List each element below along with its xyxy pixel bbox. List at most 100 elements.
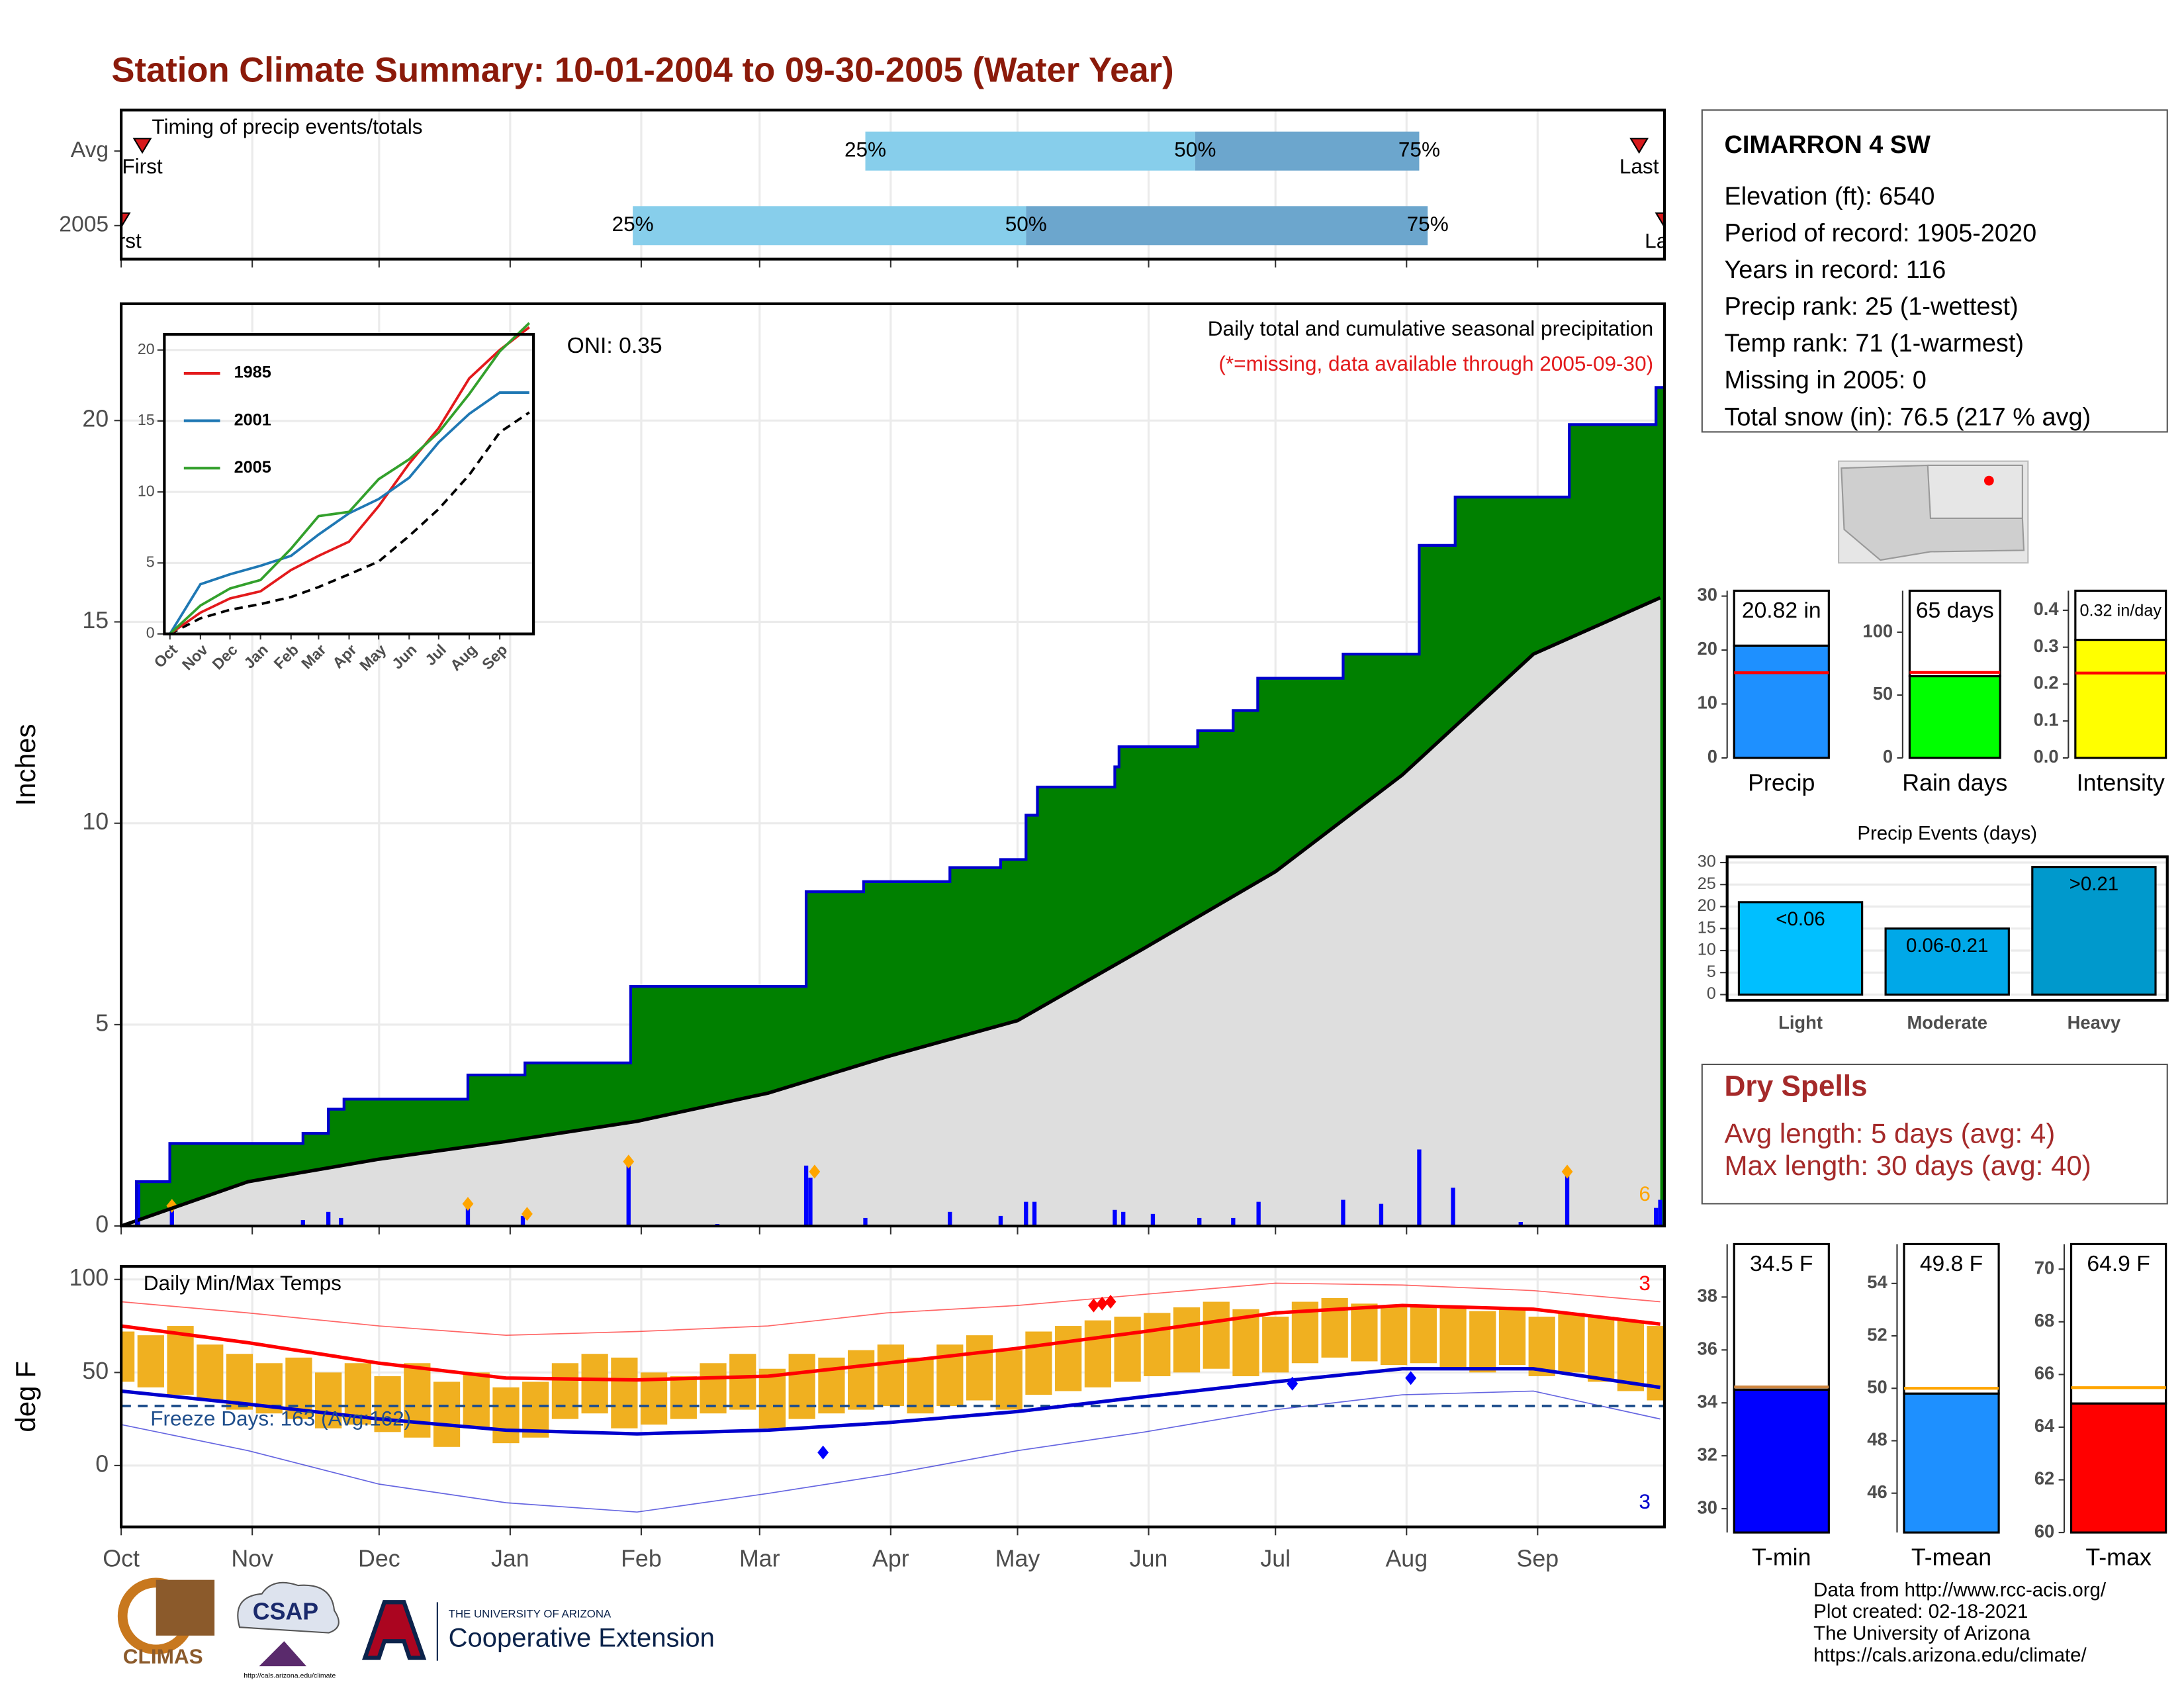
temperature-bar — [611, 1357, 638, 1429]
station-box — [1701, 109, 2168, 433]
record-high-count: 3 — [1639, 1271, 1651, 1295]
y-tick-label: 0.4 — [2034, 598, 2060, 619]
value-box — [1903, 1243, 2000, 1395]
temperature-bar — [433, 1382, 461, 1447]
x-tick-label: Feb — [621, 1546, 662, 1572]
panel-title: Precip Events (days) — [1857, 822, 2037, 844]
end-label: First — [101, 228, 142, 252]
bar — [1903, 1392, 2000, 1534]
map-shape — [1841, 464, 2025, 561]
dry-spells-box — [1701, 1063, 2168, 1205]
y-tick-label: 10 — [82, 808, 109, 835]
temperature-bar — [995, 1350, 1023, 1410]
logo-csap: CSAP — [253, 1599, 318, 1625]
category-label: Rain days — [1902, 769, 2007, 796]
station-name: CIMARRON 4 SW — [1724, 131, 1931, 159]
daily-bar — [339, 1217, 343, 1227]
dry-spells-title: Dry Spells — [1724, 1070, 1867, 1102]
panel-subtitle: Daily total and cumulative seasonal prec… — [1208, 316, 1653, 340]
daily-bar — [1379, 1203, 1384, 1227]
station-lines: Elevation (ft): 6540 Period of record: 19… — [1724, 183, 2091, 431]
temperature-bar — [463, 1372, 490, 1429]
station-line: Precip rank: 25 (1-wettest) — [1724, 293, 2018, 321]
daily-bar — [520, 1215, 525, 1227]
y-tick-label: 0 — [95, 1211, 109, 1238]
panel-title: Timing of precip events/totals — [152, 115, 422, 138]
station-line: Years in record: 116 — [1724, 256, 1946, 284]
daily-bar — [803, 1165, 809, 1227]
y-tick-label: 68 — [2034, 1310, 2054, 1331]
temperature-bar — [670, 1376, 697, 1419]
daily-bar — [1658, 1199, 1662, 1227]
legend-label: 2001 — [234, 410, 271, 429]
y-tick-label: 5 — [146, 553, 155, 571]
daily-bar — [300, 1219, 305, 1227]
value-label: 34.5 F — [1750, 1252, 1813, 1276]
temperature-bar — [1588, 1317, 1615, 1382]
x-tick-label: Oct — [103, 1546, 140, 1572]
y-tick-label: 5 — [1707, 962, 1716, 981]
oni-label: ONI: 0.35 — [567, 334, 662, 358]
freeze-annotation: Freeze Days: 163 (Avg:162) — [150, 1406, 411, 1430]
y-tick-label: 15 — [82, 607, 109, 633]
x-tick-label: Mar — [739, 1546, 780, 1572]
temperature-bar — [121, 1331, 135, 1382]
locator-map — [1838, 460, 2029, 564]
footer-line: https://cals.arizona.edu/climate/ — [1813, 1644, 2087, 1666]
station-location — [1983, 475, 1994, 486]
daily-bar — [1654, 1207, 1659, 1227]
y-tick-label: 10 — [1698, 941, 1716, 959]
footer-line: Data from http://www.rcc-acis.org/ — [1813, 1579, 2107, 1601]
y-tick-label: 10 — [1698, 692, 1717, 713]
y-tick-label: 30 — [1698, 853, 1716, 871]
temperature-bar — [1439, 1307, 1467, 1369]
dry-spell-lines: Avg length: 5 days (avg: 4)Max length: 3… — [1724, 1117, 2091, 1180]
record-max-line — [121, 1282, 1661, 1336]
daily-bar — [1113, 1209, 1117, 1227]
y-tick-label: 20 — [138, 340, 155, 357]
quartile-bar — [633, 206, 1026, 246]
value-box — [1908, 589, 2001, 678]
bin-label: 0.06-0.21 — [1906, 935, 1988, 957]
temperature-bar — [1203, 1301, 1230, 1369]
y-tick-label: 50 — [1867, 1376, 1887, 1397]
temperature-bar — [1617, 1320, 1645, 1391]
y-tick-label: 0 — [95, 1450, 109, 1477]
daily-bar — [1231, 1217, 1236, 1227]
legend-label: 1985 — [234, 363, 271, 382]
daily-bar — [1197, 1217, 1202, 1227]
value-label: 64.9 F — [2087, 1252, 2150, 1276]
bar — [1737, 901, 1864, 996]
quartile-bar — [865, 131, 1195, 171]
end-label: Last — [1619, 154, 1659, 178]
temperature-plot — [121, 1282, 1664, 1513]
daily-bar — [948, 1211, 952, 1227]
y-tick-label: 64 — [2034, 1415, 2055, 1436]
y-tick-label: 38 — [1698, 1286, 1717, 1306]
series-line — [169, 326, 530, 635]
category-label: 2005 — [59, 212, 109, 237]
y-tick-label: 66 — [2034, 1363, 2054, 1383]
end-marker — [1655, 212, 1664, 228]
daily-bar — [863, 1217, 868, 1227]
temperature-bar — [522, 1382, 549, 1438]
bar — [1733, 1388, 1830, 1534]
y-tick-label: 30 — [1698, 585, 1717, 605]
y-tick-label: 0.3 — [2034, 635, 2059, 656]
snow-marker — [462, 1197, 474, 1211]
y-tick-label: 62 — [2034, 1468, 2054, 1489]
dry-spell-line: Avg length: 5 days (avg: 4) — [1724, 1117, 2055, 1149]
csap-mountain — [259, 1641, 307, 1667]
y-tick-label: 100 — [69, 1264, 109, 1291]
temperature-bar — [966, 1335, 993, 1401]
x-tick-label: Jul — [1260, 1546, 1291, 1572]
y-tick-label: 0.2 — [2034, 673, 2059, 693]
record-marker — [1096, 1296, 1108, 1311]
daily-bar — [326, 1211, 331, 1227]
temperature-bar — [1528, 1317, 1555, 1376]
y-tick-label: 34 — [1698, 1391, 1718, 1411]
series-line — [169, 322, 531, 635]
csap-cloud — [237, 1581, 340, 1634]
temperature-bar — [729, 1354, 756, 1410]
